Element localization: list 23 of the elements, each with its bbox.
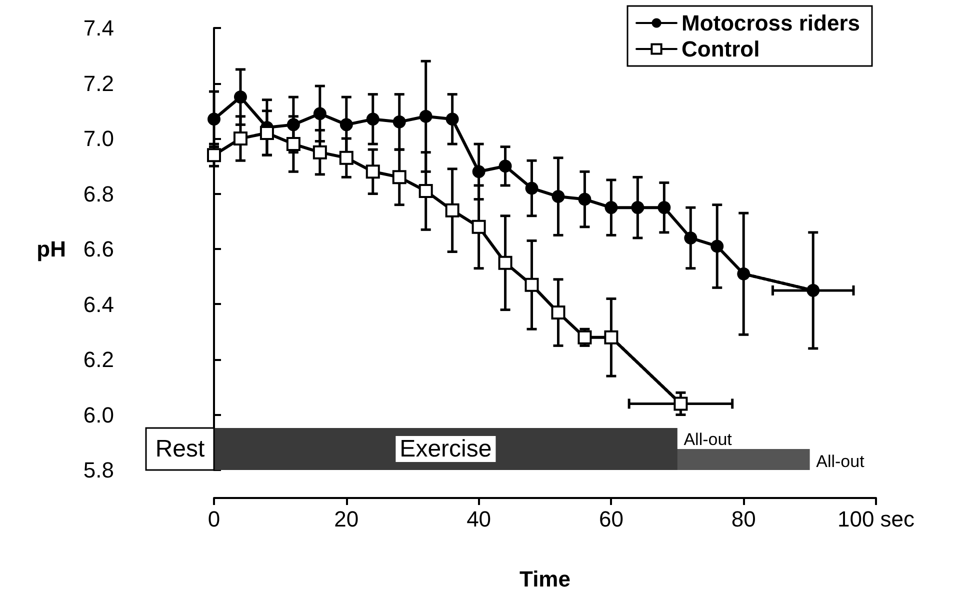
annotation: All-out xyxy=(684,430,732,450)
legend-label: Motocross riders xyxy=(682,10,860,36)
x-axis-title: Time xyxy=(520,566,570,592)
x-tick-label: 60 xyxy=(598,506,624,532)
y-tick-label: 7.0 xyxy=(83,126,114,151)
y-tick-label: 6.6 xyxy=(83,236,114,262)
y-axis-title: pH xyxy=(36,236,66,262)
annotation: All-out xyxy=(816,452,865,472)
y-tick-label: 7.4 xyxy=(83,16,114,40)
text: Rest xyxy=(155,436,205,462)
y-tick-label: 6.0 xyxy=(83,402,114,428)
x-tick-label: 0 xyxy=(208,506,220,532)
x-tick-label: 100 sec xyxy=(837,506,915,532)
y-tick-label: 6.8 xyxy=(83,181,114,206)
x-tick-label: 80 xyxy=(731,506,756,532)
x-tick-label: 40 xyxy=(466,506,492,532)
y-tick-label: 7.2 xyxy=(83,70,114,96)
y-tick-label: 6.2 xyxy=(83,347,114,372)
legend-label: Control xyxy=(682,36,760,62)
y-tick-label: 6.4 xyxy=(83,292,114,317)
x-tick-label: 20 xyxy=(334,506,359,532)
y-tick-label: 5.8 xyxy=(83,458,114,482)
band-label: Exercise xyxy=(400,436,492,462)
